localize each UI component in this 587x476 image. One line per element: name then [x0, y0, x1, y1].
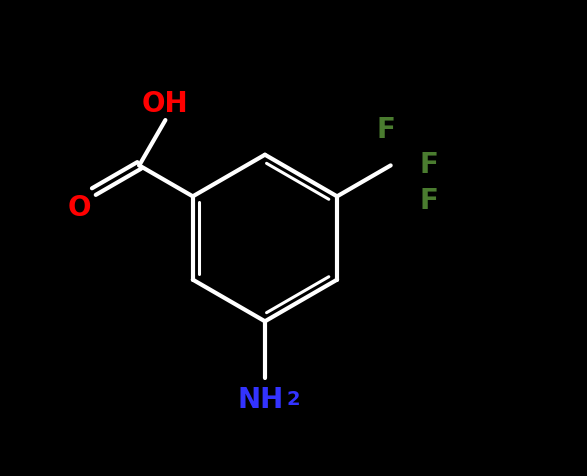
Text: F: F [419, 187, 438, 215]
Text: F: F [376, 116, 396, 144]
Text: OH: OH [142, 89, 188, 118]
Text: O: O [68, 194, 92, 222]
Text: 2: 2 [286, 390, 300, 409]
Text: F: F [419, 151, 438, 179]
Text: NH: NH [237, 386, 284, 414]
